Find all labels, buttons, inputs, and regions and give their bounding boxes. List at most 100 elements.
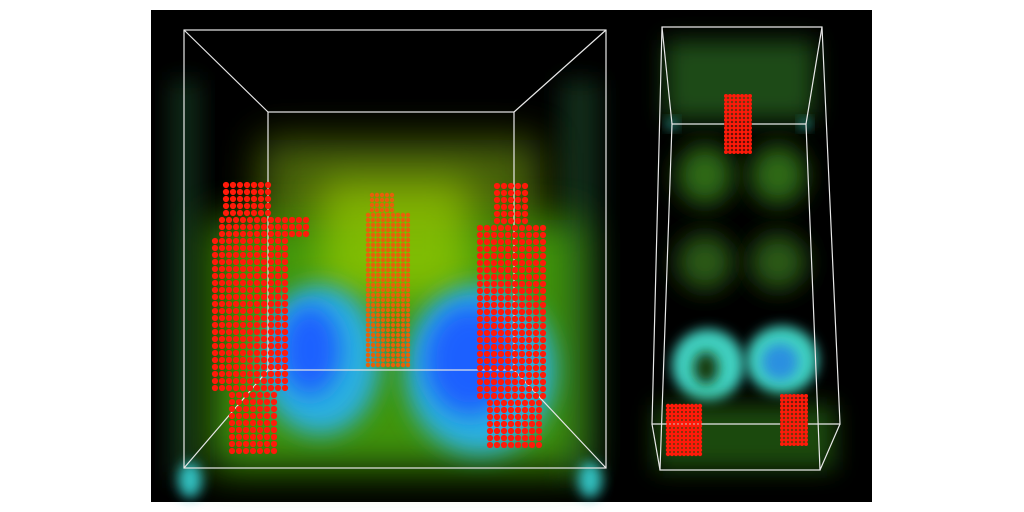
particle	[483, 371, 491, 379]
particle	[500, 427, 508, 435]
particle	[493, 441, 501, 449]
particle	[365, 342, 371, 348]
particle	[532, 336, 540, 344]
particle	[788, 438, 792, 442]
particle	[395, 342, 401, 348]
particle	[246, 272, 254, 280]
particle	[514, 441, 522, 449]
particle	[375, 362, 381, 368]
particle	[380, 322, 386, 328]
particle	[532, 378, 540, 386]
particle	[514, 182, 522, 190]
particle	[740, 118, 744, 122]
particle	[267, 328, 275, 336]
particle	[384, 202, 390, 208]
particle	[748, 130, 752, 134]
particle	[740, 146, 744, 150]
particle	[685, 423, 691, 429]
particle	[669, 435, 675, 441]
particle	[490, 392, 498, 400]
particle	[365, 322, 371, 328]
particle	[260, 314, 268, 322]
particle	[792, 422, 796, 426]
particle	[385, 287, 391, 293]
particle	[490, 287, 498, 295]
particle	[669, 427, 675, 433]
particle	[250, 181, 258, 189]
particle	[486, 420, 494, 428]
particle	[525, 392, 533, 400]
particle	[369, 202, 375, 208]
particle	[256, 412, 264, 420]
particle	[249, 433, 257, 441]
particle	[218, 335, 226, 343]
particle	[380, 247, 386, 253]
particle	[500, 189, 508, 197]
particle	[380, 287, 386, 293]
particle	[385, 317, 391, 323]
particle	[796, 398, 800, 402]
particle	[260, 251, 268, 259]
particle	[400, 282, 406, 288]
particle	[800, 430, 804, 434]
particle	[211, 377, 219, 385]
particle	[673, 443, 679, 449]
particle	[264, 195, 272, 203]
particle	[295, 223, 303, 231]
particle	[385, 217, 391, 223]
particle	[246, 293, 254, 301]
particle	[267, 356, 275, 364]
particle	[780, 402, 784, 406]
particle	[665, 411, 671, 417]
particle	[689, 415, 695, 421]
particle	[521, 182, 529, 190]
particle	[518, 371, 526, 379]
particle	[239, 377, 247, 385]
particle	[370, 327, 376, 333]
particle	[250, 188, 258, 196]
particle	[281, 377, 289, 385]
particle	[281, 335, 289, 343]
particle	[784, 430, 788, 434]
particle	[689, 443, 695, 449]
particle	[370, 262, 376, 268]
particle	[748, 146, 752, 150]
particle	[476, 378, 484, 386]
particle	[732, 150, 736, 154]
particle	[253, 258, 261, 266]
particle	[267, 321, 275, 329]
particle	[281, 349, 289, 357]
particle	[232, 251, 240, 259]
particle	[253, 314, 261, 322]
particle	[400, 262, 406, 268]
particle	[370, 297, 376, 303]
particle	[374, 202, 380, 208]
particle	[260, 321, 268, 329]
particle	[677, 403, 683, 409]
particle	[228, 412, 236, 420]
particle	[384, 197, 390, 203]
particle	[246, 342, 254, 350]
particle	[232, 335, 240, 343]
particle	[370, 222, 376, 228]
particle	[385, 297, 391, 303]
particle	[400, 242, 406, 248]
particle	[511, 231, 519, 239]
particle	[395, 237, 401, 243]
particle	[784, 422, 788, 426]
particle	[405, 217, 411, 223]
particle	[243, 209, 251, 217]
particle	[504, 350, 512, 358]
particle	[256, 440, 264, 448]
particle	[242, 419, 250, 427]
particle	[257, 195, 265, 203]
particle	[211, 237, 219, 245]
particle	[792, 434, 796, 438]
particle	[365, 267, 371, 273]
particle	[218, 307, 226, 315]
particle	[689, 447, 695, 453]
particle	[380, 342, 386, 348]
particle	[405, 222, 411, 228]
particle	[246, 335, 254, 343]
particle	[365, 227, 371, 233]
